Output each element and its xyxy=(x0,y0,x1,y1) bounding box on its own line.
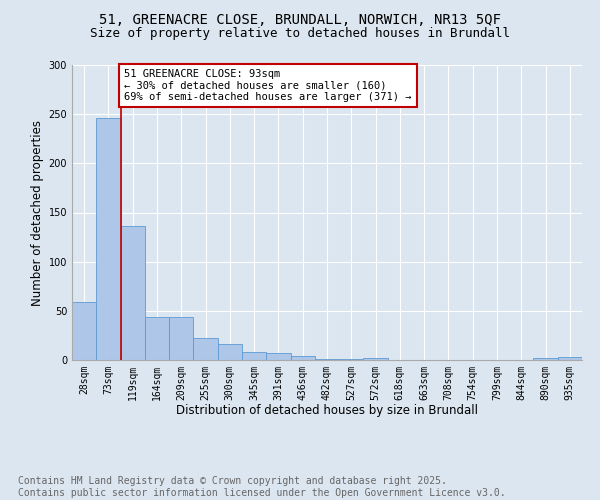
Text: 51 GREENACRE CLOSE: 93sqm
← 30% of detached houses are smaller (160)
69% of semi: 51 GREENACRE CLOSE: 93sqm ← 30% of detac… xyxy=(124,69,412,102)
Bar xyxy=(339,359,364,360)
Bar xyxy=(218,344,242,360)
Bar xyxy=(193,338,218,360)
Bar xyxy=(72,302,96,360)
Bar xyxy=(169,316,193,360)
Bar xyxy=(290,356,315,360)
Bar xyxy=(96,118,121,360)
Bar xyxy=(242,352,266,360)
Text: Size of property relative to detached houses in Brundall: Size of property relative to detached ho… xyxy=(90,28,510,40)
Text: 51, GREENACRE CLOSE, BRUNDALL, NORWICH, NR13 5QF: 51, GREENACRE CLOSE, BRUNDALL, NORWICH, … xyxy=(99,12,501,26)
X-axis label: Distribution of detached houses by size in Brundall: Distribution of detached houses by size … xyxy=(176,404,478,417)
Bar xyxy=(533,358,558,360)
Bar xyxy=(121,226,145,360)
Bar xyxy=(315,359,339,360)
Bar xyxy=(364,358,388,360)
Bar xyxy=(558,357,582,360)
Y-axis label: Number of detached properties: Number of detached properties xyxy=(31,120,44,306)
Bar xyxy=(145,316,169,360)
Text: Contains HM Land Registry data © Crown copyright and database right 2025.
Contai: Contains HM Land Registry data © Crown c… xyxy=(18,476,506,498)
Bar xyxy=(266,353,290,360)
